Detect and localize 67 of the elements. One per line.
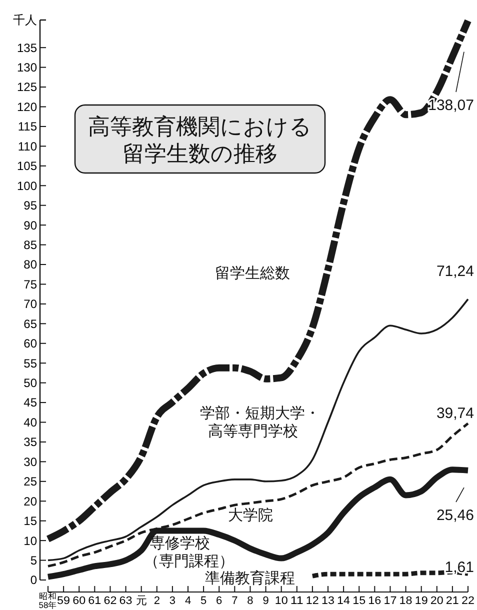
y-tick-label: 60: [24, 336, 38, 351]
x-tick-label: 3: [169, 595, 176, 607]
x-tick-label: 12: [306, 595, 319, 607]
annotation: 39,74: [436, 405, 474, 422]
x-tick-label: 17: [384, 595, 397, 607]
y-tick-label: 110: [18, 139, 38, 154]
x-tick-label: 13: [322, 595, 334, 607]
x-tick-label: 20: [430, 595, 444, 607]
x-tick-label: 10: [274, 595, 288, 607]
y-tick-label: 90: [24, 218, 38, 232]
y-tick-label: 20: [24, 494, 38, 508]
y-tick-label: 100: [16, 178, 38, 193]
series-label: 専修学校（専門課程）: [144, 535, 234, 570]
x-tick-label: 18: [399, 595, 412, 607]
annotation: 1,61: [444, 559, 474, 576]
text: 高等教育機関における留学生数の推移: [88, 114, 312, 166]
y-tick-label: 125: [16, 80, 38, 94]
x-tick-label: 21: [446, 595, 459, 607]
y-tick-label: 105: [16, 159, 38, 174]
x-tick-label: 16: [368, 595, 382, 607]
y-tick-label: 75: [24, 277, 38, 292]
x-tick-label: 19: [414, 595, 428, 607]
y-tick-label: 15: [24, 514, 38, 528]
y-tick-label: 55: [24, 356, 38, 370]
x-tick-label: 9: [262, 595, 269, 607]
y-tick-label: 25: [24, 474, 38, 489]
y-tick-label: 130: [16, 60, 38, 75]
annotation: 71,24: [436, 263, 474, 280]
x-tick-label: 4: [184, 595, 192, 607]
x-tick-label: 5: [200, 595, 207, 607]
x-tick-label: 11: [290, 595, 304, 607]
y-tick-label: 5: [30, 553, 38, 568]
y-tick-label: 65: [24, 316, 38, 331]
x-tick-label: 62: [104, 595, 117, 607]
text: 留学生総数: [215, 265, 290, 282]
y-axis-title: 千人: [13, 13, 37, 28]
y-tick-label: 95: [24, 198, 38, 213]
y-tick-label: 115: [18, 120, 38, 134]
series-label: 大学院: [228, 507, 273, 524]
x-tick-label: 63: [119, 595, 132, 607]
series-label: 学部・短期大学・高等専門学校: [200, 405, 320, 440]
y-tick-label: 80: [24, 258, 38, 272]
annotation: 25,46: [436, 507, 474, 524]
y-tick-label: 50: [24, 376, 38, 390]
x-tick-label: 7: [232, 595, 238, 607]
series-label: 準備教育課程: [205, 570, 295, 587]
y-tick-label: 85: [24, 238, 38, 252]
y-tick-label: 35: [24, 435, 38, 450]
y-tick-label: 30: [24, 454, 38, 469]
y-tick-label: 45: [24, 396, 38, 410]
y-tick-label: 120: [16, 100, 38, 114]
y-tick-label: 40: [24, 415, 38, 430]
x-tick-label: 6: [216, 595, 222, 607]
x-tick-label: 60: [72, 595, 86, 607]
x-tick-label: 15: [352, 595, 366, 607]
x-tick-label: 61: [88, 595, 102, 607]
x-tick-label: 昭和58年: [38, 591, 58, 610]
x-tick-label: 22: [462, 595, 474, 607]
x-tick-label: 14: [337, 595, 350, 607]
x-tick-label: 59: [57, 595, 70, 607]
x-tick-label: 2: [154, 595, 160, 607]
y-tick-label: 10: [24, 534, 38, 548]
y-tick-label: 0: [30, 573, 38, 588]
y-tick-label: 70: [24, 297, 38, 312]
x-tick-label: 8: [247, 595, 254, 607]
y-tick-label: 135: [16, 40, 38, 55]
x-tick-label: 元: [136, 595, 147, 607]
